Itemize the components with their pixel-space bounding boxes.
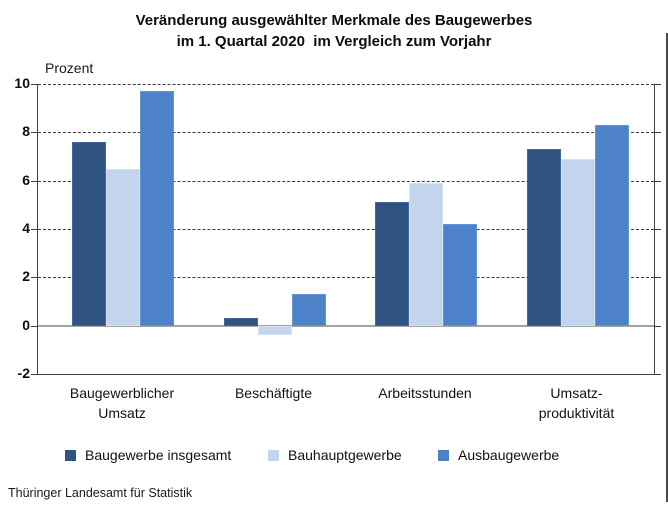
y-axis-unit-label: Prozent <box>45 60 94 76</box>
y-tick-label: 8 <box>22 123 30 140</box>
y-tick-label: 10 <box>14 75 30 91</box>
legend-swatch-icon <box>268 449 279 461</box>
bar-1-2 <box>223 318 258 326</box>
axis-tick-mark <box>655 132 661 134</box>
source-caption: Thüringer Landesamt für Statistik <box>8 486 193 500</box>
axis-tick-mark <box>31 325 37 327</box>
bar-1-3 <box>375 202 409 326</box>
category-label-line: Umsatz <box>98 405 146 421</box>
legend-label: Ausbaugewerbe <box>458 447 560 463</box>
y-tick-label: 2 <box>22 268 30 285</box>
legend-swatch-icon <box>65 449 76 461</box>
category-label-line: produktivität <box>538 405 615 421</box>
gridline <box>38 132 654 134</box>
bar-3-3 <box>443 224 477 326</box>
bar-1-4 <box>526 149 561 326</box>
axis-tick-mark <box>655 84 661 85</box>
category-label-line: Baugewerblicher <box>69 385 175 401</box>
bar-3-2 <box>291 294 326 326</box>
axis-tick-mark <box>655 229 661 230</box>
legend-item: Baugewerbe insgesamt <box>65 447 231 463</box>
window-right-border <box>666 33 668 502</box>
gridline <box>38 84 654 85</box>
category-label: Baugewerblicher Umsatz <box>70 383 174 423</box>
axis-tick-mark <box>655 277 661 279</box>
bar-2-4 <box>560 158 595 326</box>
bar-3-4 <box>594 125 629 326</box>
axis-tick-mark <box>31 84 37 85</box>
gridline <box>38 180 654 182</box>
axis-tick-mark <box>655 374 661 375</box>
bar-2-3 <box>409 183 443 326</box>
category-label: Beschäftigte <box>235 383 312 403</box>
y-tick-label: 4 <box>22 220 30 236</box>
y-tick-label: 0 <box>22 316 30 333</box>
y-tick-label: -2 <box>17 365 30 381</box>
axis-tick-mark <box>31 132 37 134</box>
chart-title-line2: im 1. Quartal 2020 im Vergleich zum Vorj… <box>176 33 492 50</box>
bar-3-1 <box>140 91 174 326</box>
gridline <box>38 277 654 279</box>
category-label: Umsatz-produktivität <box>539 383 614 423</box>
legend-item: Ausbaugewerbe <box>438 447 559 463</box>
gridline <box>38 229 654 230</box>
bar-1-1 <box>72 142 106 326</box>
category-label-line: Umsatz- <box>550 385 603 401</box>
chart-title-line1: Veränderung ausgewählter Merkmale des Ba… <box>135 12 533 29</box>
category-label-line: Arbeitsstunden <box>378 385 472 401</box>
axis-tick-mark <box>31 277 37 279</box>
legend-label: Bauhauptgewerbe <box>288 447 402 463</box>
zero-line <box>38 324 654 327</box>
axis-tick-mark <box>31 374 37 375</box>
axis-tick-mark <box>655 180 661 182</box>
axis-tick-mark <box>31 180 37 182</box>
bar-2-2 <box>257 325 292 336</box>
category-label: Arbeitsstunden <box>378 383 471 403</box>
plot-area <box>31 84 661 375</box>
bar-2-1 <box>106 168 140 326</box>
y-tick-label: 6 <box>22 171 30 188</box>
category-label-line: Beschäftigte <box>234 385 313 401</box>
legend-swatch-icon <box>438 449 449 461</box>
legend-item: Bauhauptgewerbe <box>268 447 402 463</box>
legend-label: Baugewerbe insgesamt <box>85 447 232 463</box>
axis-tick-mark <box>31 229 37 230</box>
axis-tick-mark <box>655 325 661 327</box>
chart-title: Veränderung ausgewählter Merkmale des Ba… <box>0 10 668 52</box>
